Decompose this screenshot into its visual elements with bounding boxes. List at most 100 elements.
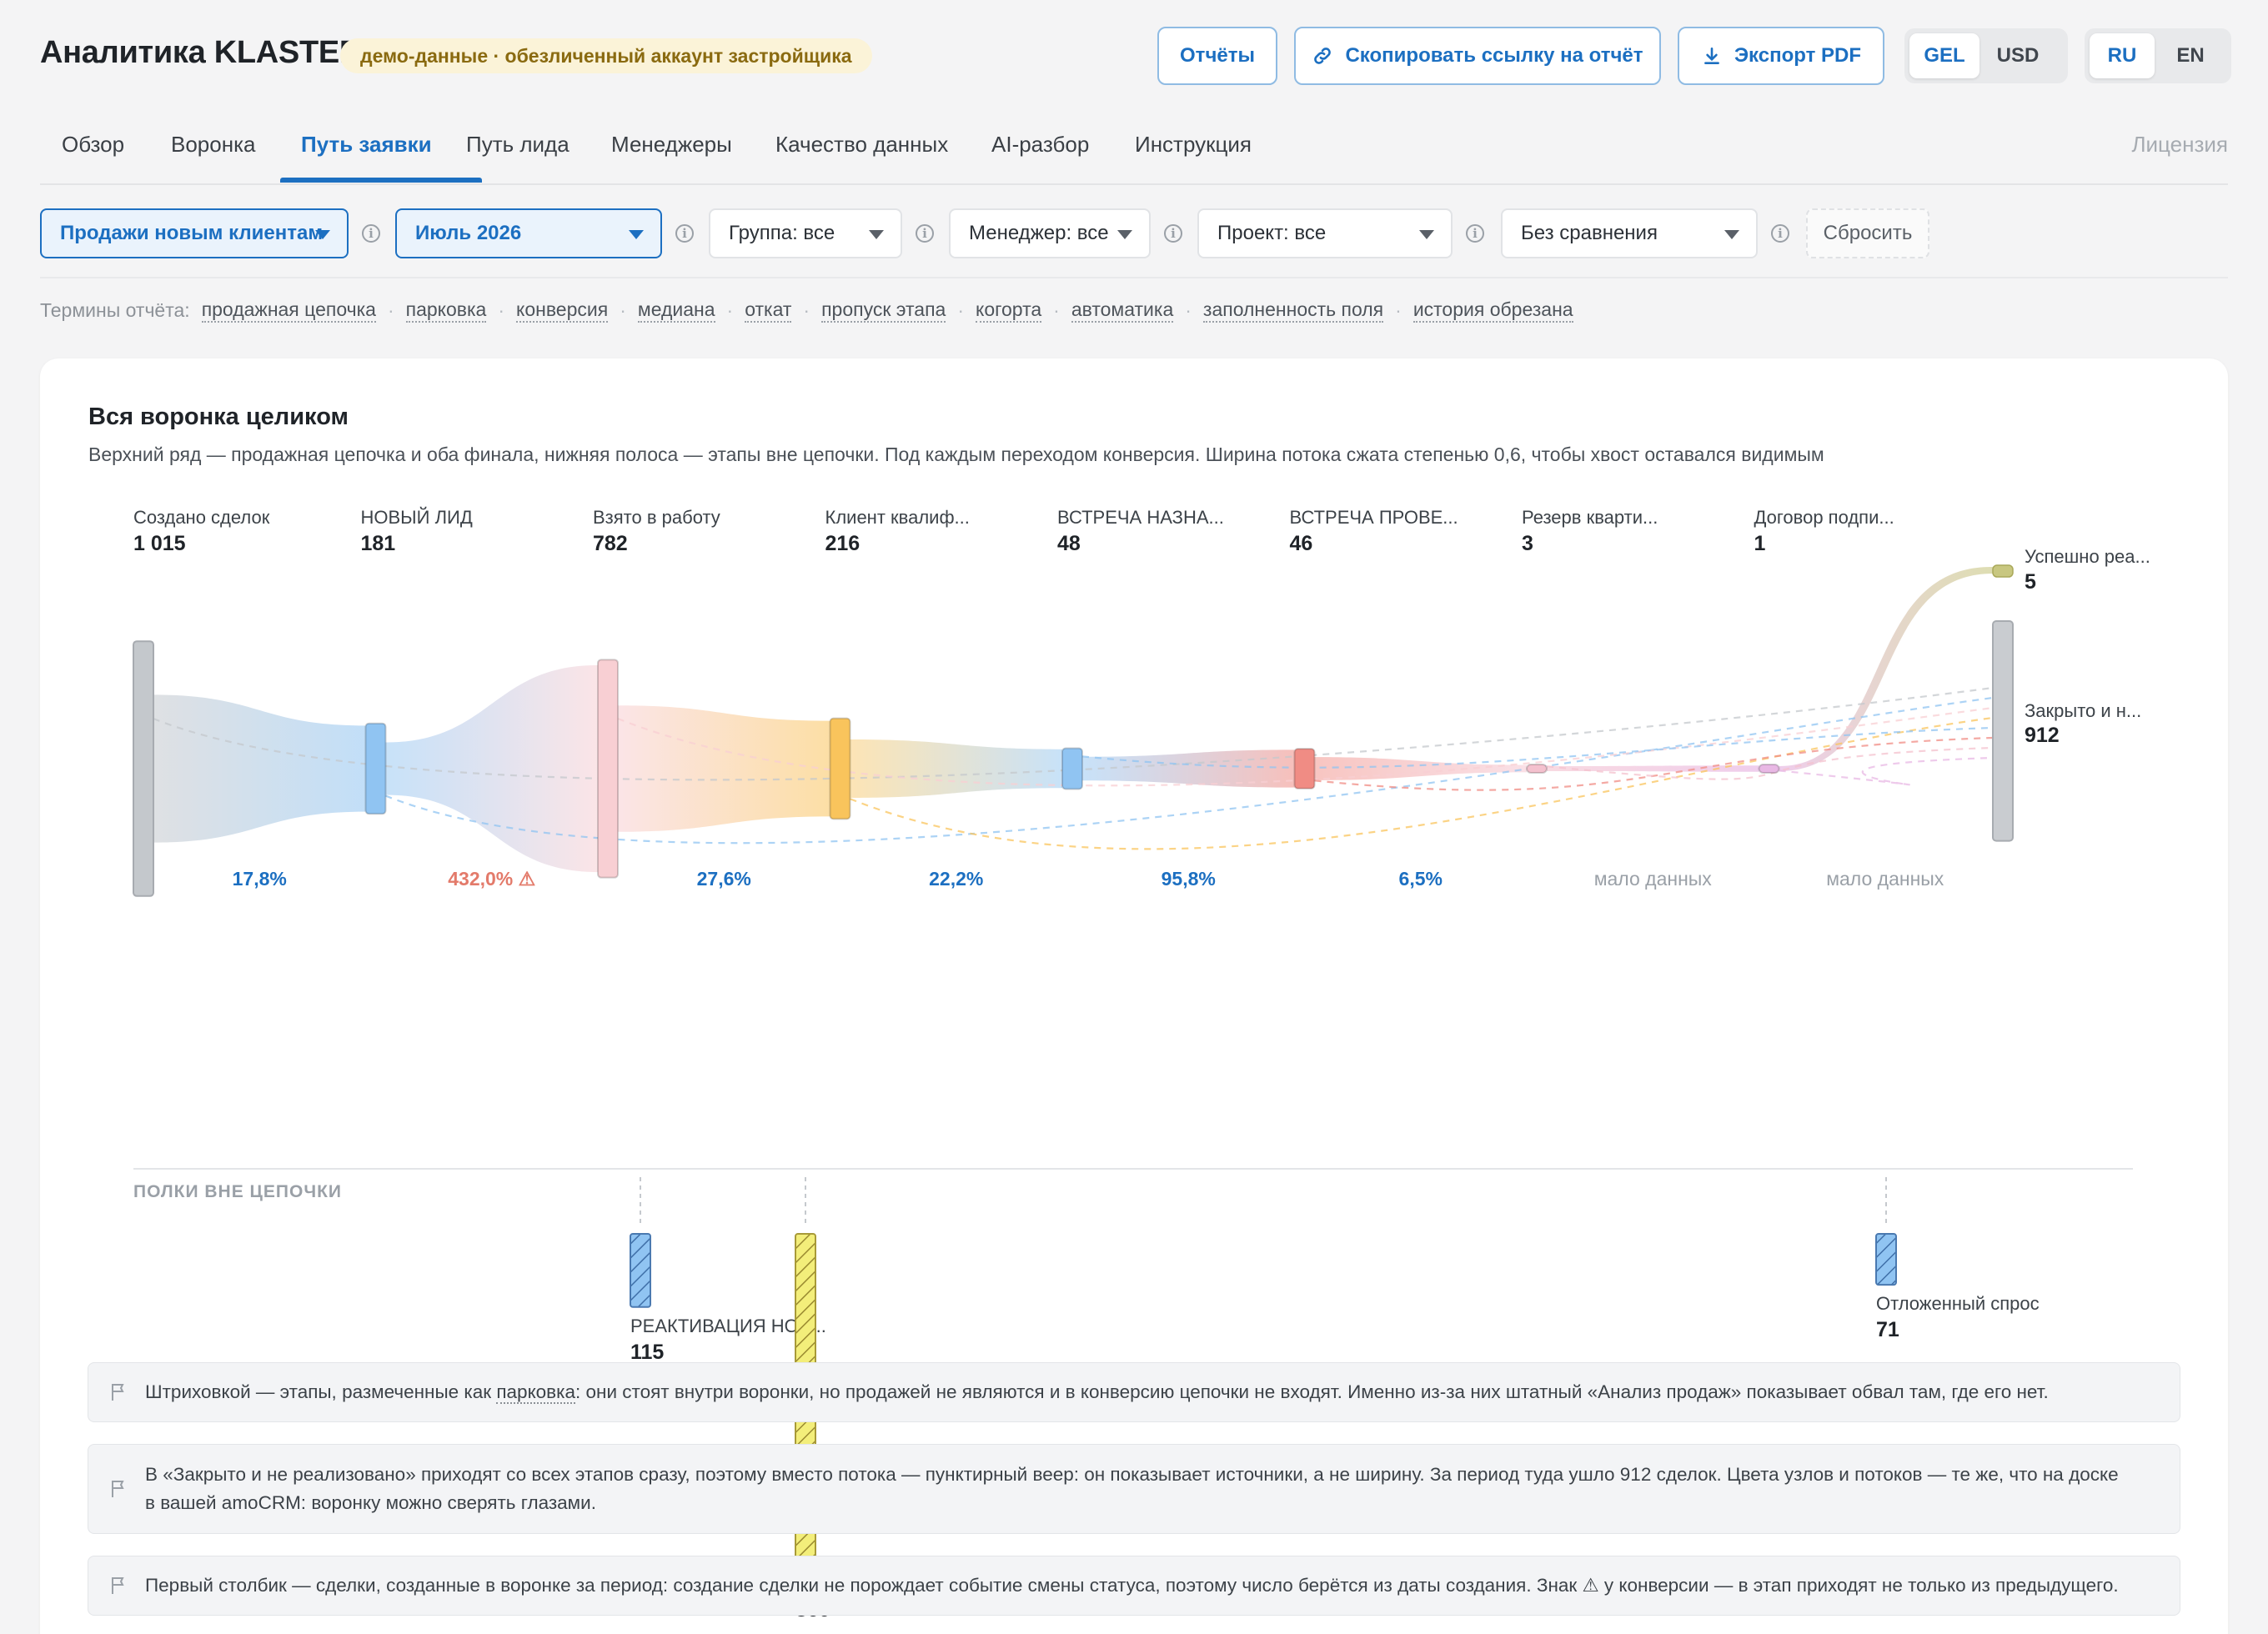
sankey-node: [1758, 764, 1780, 774]
note-text: : они стоят внутри воронки, но продажей …: [575, 1381, 2049, 1402]
sankey-flow: [618, 705, 830, 832]
note-text: В «Закрыто и не реализовано» приходят со…: [145, 1464, 2119, 1513]
reports-button[interactable]: Отчёты: [1157, 27, 1277, 85]
sankey-node: [1061, 747, 1083, 790]
term-link[interactable]: откат: [745, 298, 792, 323]
tab-data-quality[interactable]: Качество данных: [775, 132, 949, 157]
chevron-down-icon: [629, 230, 644, 239]
currency-usd[interactable]: USD: [1996, 44, 2040, 67]
tab-request-path[interactable]: Путь заявки: [301, 132, 432, 157]
shelf-node: [630, 1233, 651, 1308]
currency-gel[interactable]: GEL: [1909, 33, 1979, 78]
shelf-label: ПОЛКИ ВНЕ ЦЕПОЧКИ: [133, 1182, 342, 1201]
node-value: 1: [1754, 532, 1766, 555]
conversion-label: мало данных: [1826, 868, 1944, 890]
group-select-value: Группа: все: [729, 222, 835, 244]
sankey-flow: [153, 694, 366, 843]
shelf-name: РЕАКТИВАЦИЯ НОВ...: [630, 1316, 826, 1336]
export-pdf-button[interactable]: Экспорт PDF: [1678, 27, 1884, 85]
card-subtitle: Верхний ряд — продажная цепочка и оба фи…: [88, 444, 1824, 465]
node-name: НОВЫЙ ЛИД: [361, 507, 473, 528]
tab-overview[interactable]: Обзор: [62, 132, 125, 157]
note-text: Штриховкой — этапы, размеченные как: [145, 1381, 497, 1402]
tab-managers[interactable]: Менеджеры: [611, 132, 732, 157]
term-link[interactable]: парковка: [405, 298, 487, 323]
node-value: 46: [1290, 532, 1313, 555]
chevron-down-icon: [315, 230, 330, 239]
main-tabs: Обзор Воронка Путь заявки Путь лида Мене…: [40, 123, 2228, 185]
compare-select-value: Без сравнения: [1521, 222, 1658, 244]
info-icon[interactable]: i: [1466, 224, 1484, 243]
currency-switch: GEL USD: [1904, 28, 2068, 83]
closed-fan-line: [385, 696, 1994, 845]
term-link[interactable]: конверсия: [516, 298, 609, 323]
conversion-label: 6,5%: [1399, 868, 1443, 890]
flag-icon: [112, 1384, 124, 1401]
closed-fan-line: [1314, 736, 1994, 791]
term-link[interactable]: автоматика: [1071, 298, 1174, 323]
term-link[interactable]: продажная цепочка: [201, 298, 376, 323]
app-title: Аналитика KLASTER: [40, 35, 363, 70]
info-icon[interactable]: i: [916, 224, 934, 243]
manager-select[interactable]: Менеджер: все: [949, 208, 1151, 258]
project-select[interactable]: Проект: все: [1197, 208, 1453, 258]
node-value: 216: [825, 532, 861, 555]
pipeline-select-value: Продажи новым клиентам: [60, 222, 324, 244]
tab-license[interactable]: Лицензия: [2131, 132, 2228, 157]
closed-fan-line: [1779, 756, 1994, 786]
sankey-flow: [1314, 757, 1527, 780]
node-value: 181: [361, 532, 396, 555]
note-term[interactable]: парковка: [496, 1381, 575, 1404]
chevron-down-icon: [1117, 230, 1132, 239]
term-link[interactable]: пропуск этапа: [821, 298, 946, 323]
demo-data-badge: демо-данные · обезличенный аккаунт застр…: [340, 38, 872, 73]
tab-lead-path[interactable]: Путь лида: [466, 132, 570, 157]
chevron-down-icon: [1419, 230, 1434, 239]
reset-button[interactable]: Сбросить: [1806, 208, 1929, 258]
tab-funnel[interactable]: Воронка: [171, 132, 256, 157]
sankey-flow: [850, 739, 1062, 799]
lang-ru[interactable]: RU: [2090, 33, 2155, 78]
compare-select[interactable]: Без сравнения: [1501, 208, 1758, 258]
tab-ai-review[interactable]: AI-разбор: [991, 132, 1090, 157]
final-node-closed: [1992, 620, 2014, 842]
lang-en[interactable]: EN: [2176, 44, 2205, 67]
term-link[interactable]: когорта: [976, 298, 1042, 323]
sankey-node: [1293, 748, 1316, 789]
term-link[interactable]: заполненность поля: [1202, 298, 1384, 323]
info-icon[interactable]: i: [1164, 224, 1182, 243]
group-select[interactable]: Группа: все: [709, 208, 902, 258]
active-tab-indicator: [280, 178, 482, 183]
period-select-value: Июль 2026: [415, 222, 522, 244]
conversion-label: 27,6%: [697, 868, 751, 890]
copy-link-button[interactable]: Скопировать ссылку на отчёт: [1294, 27, 1661, 85]
node-value: 3: [1522, 532, 1533, 555]
final-name: Успешно реа...: [2025, 546, 2150, 567]
node-name: ВСТРЕЧА НАЗНА...: [1057, 507, 1224, 528]
sankey-chart: Создано сделок 1 015 НОВЫЙ ЛИД 181 Взято в р…: [133, 507, 2150, 1621]
info-icon[interactable]: i: [362, 224, 380, 243]
sankey-node: [133, 640, 154, 897]
node-value: 48: [1057, 532, 1081, 555]
node-value: 782: [593, 532, 628, 555]
note-hatch: Штриховкой — этапы, размеченные как парк…: [88, 1362, 2180, 1422]
period-select[interactable]: Июль 2026: [395, 208, 662, 258]
term-link[interactable]: история обрезана: [1412, 298, 1573, 323]
term-link[interactable]: медиана: [637, 298, 715, 323]
closed-fan-line: [1546, 746, 1994, 780]
info-icon[interactable]: i: [675, 224, 694, 243]
closed-fan-line: [1081, 726, 1994, 769]
sankey-flow: [385, 664, 598, 873]
chevron-down-icon: [869, 230, 884, 239]
info-icon[interactable]: i: [1771, 224, 1789, 243]
conversion-label: 95,8%: [1162, 868, 1216, 890]
flag-icon: [112, 1577, 124, 1594]
tab-instructions[interactable]: Инструкция: [1135, 132, 1252, 157]
closed-fan-line: [617, 706, 1994, 787]
final-name: Закрыто и н...: [2025, 700, 2141, 721]
flag-icon: [112, 1481, 124, 1497]
closed-fan-line: [850, 716, 1994, 850]
pipeline-select[interactable]: Продажи новым клиентам: [40, 208, 349, 258]
download-icon: [1704, 48, 1719, 64]
link-icon: [1314, 48, 1332, 64]
